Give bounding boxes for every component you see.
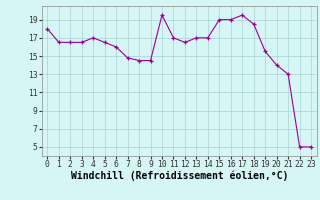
X-axis label: Windchill (Refroidissement éolien,°C): Windchill (Refroidissement éolien,°C) [70,171,288,181]
